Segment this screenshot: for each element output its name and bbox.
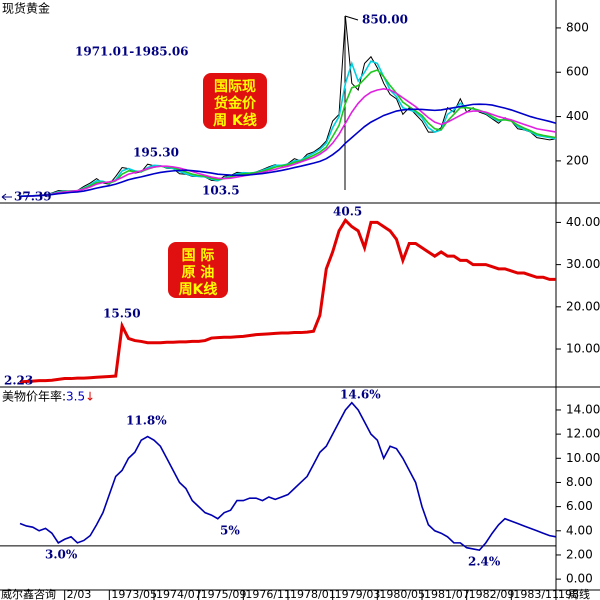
x-left-label: 威尔鑫咨询 — [1, 587, 56, 600]
box-text: 货金价 — [213, 95, 257, 112]
x-tick-label: 1975/09 — [201, 588, 247, 600]
x-right-label: 周线 — [568, 587, 590, 600]
annotation: 2.4% — [468, 555, 501, 569]
y-tick-label: 40.00 — [566, 215, 600, 229]
y-tick-label: 12.00 — [566, 427, 600, 441]
y-tick-label: 6.00 — [566, 499, 593, 513]
x-tick-label: 1973/05 — [111, 588, 157, 600]
series-line — [19, 217, 556, 384]
annotation: 5% — [220, 524, 240, 538]
x-tick-label: 1979/03 — [335, 588, 381, 600]
annotation: 37.39 — [14, 190, 52, 204]
y-tick-label: 600 — [566, 65, 589, 79]
y-tick-label: 4.00 — [566, 523, 593, 537]
x-tick-label: 1982/09 — [469, 588, 515, 600]
panel-title: 现货黄金 — [2, 1, 50, 16]
annotation: 2.23 — [4, 374, 33, 388]
annotation: 103.5 — [202, 184, 240, 198]
x-tick-label: 1978/01 — [290, 588, 336, 600]
annotation: 195.30 — [133, 146, 179, 160]
y-tick-label: 20.00 — [566, 299, 600, 313]
series-line — [19, 401, 557, 551]
series-line — [19, 88, 557, 198]
y-tick-label: 800 — [566, 20, 589, 34]
y-tick-label: 0.00 — [566, 572, 593, 586]
y-tick-label: 14.00 — [566, 402, 600, 416]
x-tick-label: 1983/11 — [513, 588, 559, 600]
y-tick-label: 200 — [566, 153, 589, 167]
annotation: 1971.01-1985.06 — [75, 45, 189, 59]
box-text: 周 K线 — [213, 112, 257, 129]
y-tick-label: 10.00 — [566, 342, 600, 356]
annotation: 40.5 — [333, 205, 362, 219]
annotation: 3.0% — [45, 548, 78, 562]
box-text: 周K线 — [179, 281, 218, 298]
label-box — [203, 73, 267, 129]
leader-line — [344, 15, 359, 21]
annotation: 15.50 — [103, 307, 141, 321]
box-text: 国 际 — [182, 248, 215, 264]
annotation: 850.00 — [362, 13, 408, 27]
y-tick-label: 10.00 — [566, 451, 600, 465]
current-arrow: ↓ — [85, 390, 95, 404]
box-text: 国际现 — [214, 79, 256, 95]
current-value: 3.5 — [66, 390, 85, 404]
y-tick-label: 2.00 — [566, 547, 593, 561]
series-line — [19, 69, 557, 198]
x-tick-label: 1976/11 — [245, 588, 291, 600]
x-tick-label: 1981/07 — [424, 588, 470, 600]
panel-title: 美物价年率: — [2, 389, 66, 404]
y-tick-label: 400 — [566, 109, 589, 123]
arrow — [1, 196, 7, 201]
label-box — [168, 242, 228, 298]
x-tick-label: 1974/07 — [156, 588, 202, 600]
x-tick-label: 2/03 — [67, 588, 92, 600]
arrow — [1, 193, 7, 198]
annotation: 14.6% — [340, 388, 381, 402]
y-tick-label: 8.00 — [566, 475, 593, 489]
y-tick-label: 30.00 — [566, 257, 600, 271]
box-text: 原 油 — [182, 264, 215, 281]
series-line — [19, 103, 557, 198]
x-tick-label: 198 — [558, 588, 579, 600]
x-tick-label: 1980/05 — [379, 588, 425, 600]
annotation: 11.8% — [126, 414, 167, 428]
